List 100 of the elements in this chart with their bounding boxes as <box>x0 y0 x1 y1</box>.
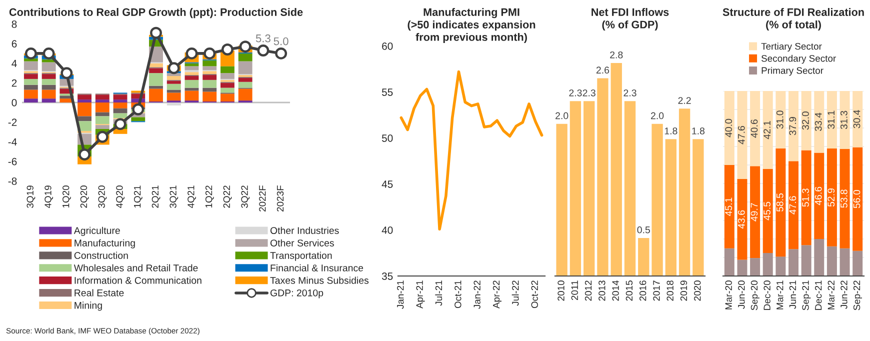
x-tick-label: 1Q21 <box>134 186 142 208</box>
bar <box>184 66 199 70</box>
bar <box>166 102 181 106</box>
x-tick-label: 2015 <box>626 280 633 301</box>
data-label: 45.1 <box>725 198 732 216</box>
bar <box>238 61 252 74</box>
bar <box>202 92 217 102</box>
bar <box>724 165 734 248</box>
legend-label: Manufacturing <box>74 239 135 248</box>
y-tick-label: 8 <box>12 20 17 28</box>
point <box>168 62 180 74</box>
bar <box>762 253 773 276</box>
x-tick-label: 2Q20 <box>80 186 89 208</box>
y-tick-label: 50 <box>382 134 393 142</box>
bar <box>78 100 92 102</box>
bar <box>42 90 56 99</box>
legend-label: Secondary Sector <box>761 54 836 64</box>
point <box>204 47 216 60</box>
bar <box>852 250 863 276</box>
bar <box>24 61 38 70</box>
data-label: 1.8 <box>664 128 678 134</box>
x-tick-label: Jun-22 <box>840 280 848 309</box>
x-tick-label: Jun-20 <box>738 280 745 309</box>
bar <box>801 245 812 276</box>
bar <box>184 72 199 76</box>
bar <box>814 239 824 276</box>
bar <box>131 117 146 122</box>
bar <box>42 74 56 79</box>
bar <box>149 73 163 86</box>
data-label: 40.6 <box>750 120 758 138</box>
data-label: 31.3 <box>840 110 848 130</box>
y-tick-label: 4 <box>12 60 17 68</box>
x-tick-label: 2017 <box>653 280 660 301</box>
bar <box>624 101 636 276</box>
bar <box>95 102 110 112</box>
point <box>42 47 55 60</box>
bar <box>166 92 181 101</box>
data-label: 2.3 <box>624 89 636 96</box>
bar <box>202 80 217 88</box>
chart-title: Structure of FDI Realization (% of total) <box>722 8 864 31</box>
bar <box>724 248 734 276</box>
legend-label: Other Industries <box>270 226 339 234</box>
point <box>257 44 270 56</box>
bar <box>24 78 38 85</box>
y-tick-label: -2 <box>8 118 17 126</box>
x-tick-label: 1Q22 <box>205 186 214 208</box>
bar <box>638 238 650 276</box>
legend-label: Information & Communication <box>74 276 202 284</box>
data-label: 5.0 <box>274 37 288 46</box>
x-tick-label: Dec-21 <box>814 280 822 310</box>
x-tick-label: Apr-22 <box>492 280 502 308</box>
bar <box>42 62 56 72</box>
x-tick-label: Jan-22 <box>474 280 480 309</box>
data-label: 47.6 <box>738 126 745 144</box>
x-tick-label: Sep-22 <box>853 280 862 310</box>
x-tick-label: 4Q21 <box>188 186 196 208</box>
x-tick-label: 2014 <box>612 280 619 301</box>
data-label: 56.0 <box>853 190 860 208</box>
bar <box>202 75 217 80</box>
x-tick-label: 2Q21 <box>152 186 160 208</box>
point <box>24 47 37 60</box>
data-label: 40.0 <box>725 118 732 138</box>
bar <box>202 71 217 74</box>
data-label: 53.8 <box>840 190 848 208</box>
bar <box>750 258 760 276</box>
data-label: 2.0 <box>556 112 568 120</box>
bar <box>113 94 128 100</box>
bar <box>776 256 786 276</box>
bar <box>24 84 38 90</box>
bar <box>184 76 199 80</box>
x-tick-label: 3Q21 <box>170 186 178 208</box>
bar <box>166 80 181 84</box>
data-label: 2.2 <box>678 97 691 104</box>
bar <box>665 139 676 276</box>
data-label: 58.5 <box>776 193 784 212</box>
bar <box>113 100 128 102</box>
data-label: 46.6 <box>814 186 822 206</box>
bar <box>826 246 837 276</box>
bar <box>814 91 824 153</box>
bar <box>113 108 128 114</box>
bar <box>78 116 92 122</box>
x-tick-label: Mar-20 <box>725 280 732 310</box>
bar <box>692 139 704 276</box>
x-tick-label: Jan-21 <box>397 280 404 309</box>
legend-label: Other Services <box>270 239 334 246</box>
chart-title: Net FDI Inflows (% of GDP) <box>592 8 669 31</box>
x-tick-label: 2019 <box>680 280 688 301</box>
bar <box>24 90 38 99</box>
bar <box>42 78 56 85</box>
bar <box>762 91 773 169</box>
data-label: 5.3 <box>256 34 270 42</box>
bar <box>220 73 234 79</box>
x-tick-label: Dec-20 <box>764 280 770 310</box>
point <box>78 148 91 160</box>
x-tick-label: Oct-22 <box>531 280 538 308</box>
bar <box>801 91 812 150</box>
data-label: 33.4 <box>814 112 822 131</box>
y-tick-label: -6 <box>8 158 17 166</box>
bar <box>801 150 812 246</box>
point <box>114 118 126 130</box>
